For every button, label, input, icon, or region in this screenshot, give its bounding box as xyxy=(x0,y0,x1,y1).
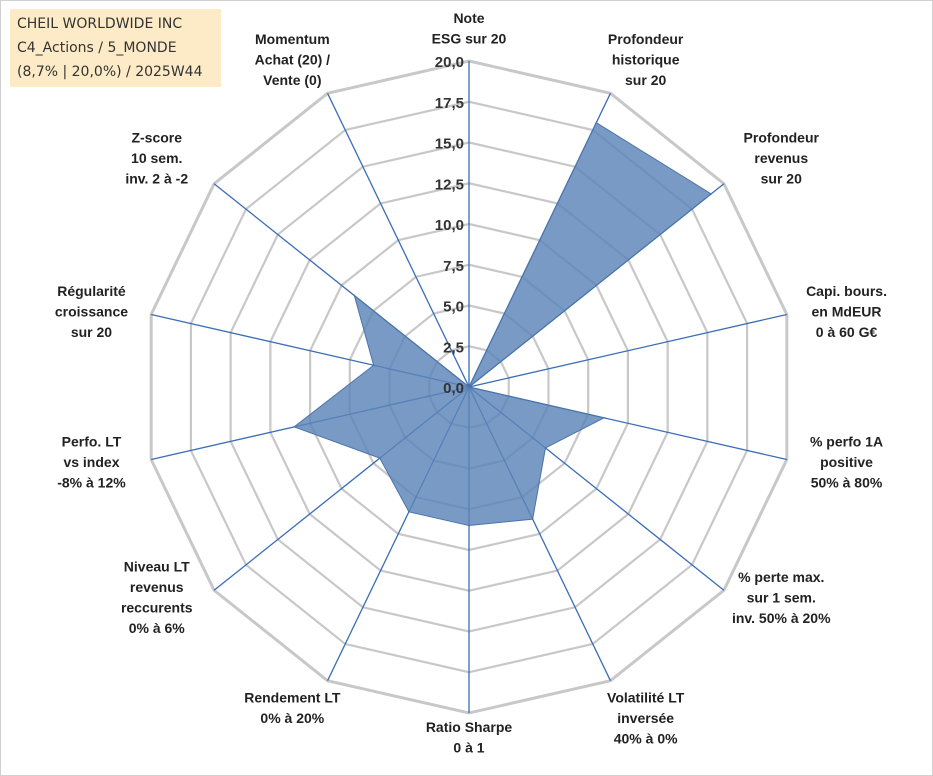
axis-label-11: Régularité croissance sur 20 xyxy=(55,283,128,340)
axis-label-line: inv. 50% à 20% xyxy=(732,610,831,626)
axis-label-line: 0% à 20% xyxy=(260,710,324,726)
axis-label-line: Profondeur xyxy=(744,130,820,146)
axis-label-line: 50% à 80% xyxy=(811,474,883,490)
axis-label-9: Niveau LT revenus reccurents 0% à 6% xyxy=(121,559,193,637)
axis-label-line: Ratio Sharpe xyxy=(426,719,513,735)
tick-label: 20,0 xyxy=(435,54,464,71)
title-category: C4_Actions / 5_MONDE xyxy=(17,40,177,56)
axis-label-8: Rendement LT 0% à 20% xyxy=(244,690,341,727)
tick-label: 2,5 xyxy=(443,339,464,356)
data-point xyxy=(603,417,605,419)
data-point xyxy=(408,511,410,513)
axis-label-line: reccurents xyxy=(121,600,193,616)
axis-spoke xyxy=(326,93,470,388)
axis-spoke xyxy=(468,313,787,388)
axis-label-line: positive xyxy=(820,454,873,470)
tick-label: 0,0 xyxy=(443,380,464,397)
axis-label-10: Perfo. LT vs index -8% à 12% xyxy=(57,433,126,490)
radial-tick-labels: 0,0 2,5 5,0 7,5 10,0 12,5 15,0 17,5 20,0 xyxy=(435,54,464,397)
axis-label-line: 0 à 1 xyxy=(453,740,484,756)
axis-label-line: croissance xyxy=(55,304,128,320)
axis-label-7: Ratio Sharpe 0 à 1 xyxy=(426,719,513,756)
axis-label-line: Niveau LT xyxy=(124,559,190,575)
axis-label-line: Capi. bours. xyxy=(806,283,887,299)
data-point xyxy=(378,457,381,459)
tick-label: 15,0 xyxy=(435,136,464,153)
axis-label-line: vs index xyxy=(63,454,119,470)
data-point xyxy=(293,426,295,428)
axis-label-3: Capi. bours. en MdEUR 0 à 60 G€ xyxy=(806,283,887,340)
axis-label-line: inversée xyxy=(617,710,674,726)
axis-label-line: revenus xyxy=(130,579,184,595)
tick-label: 5,0 xyxy=(443,299,464,316)
axis-label-5: % perte max. sur 1 sem. inv. 50% à 20% xyxy=(732,569,831,626)
axis-label-line: 0 à 60 G€ xyxy=(816,324,878,340)
data-point xyxy=(468,386,470,388)
axis-label-line: Achat (20) / xyxy=(255,51,331,67)
axis-label-line: Note xyxy=(453,10,484,26)
axis-label-line: 0% à 6% xyxy=(129,620,186,636)
title-company: CHEIL WORLDWIDE INC xyxy=(17,16,183,32)
axis-labels: Note ESG sur 20 Profondeur historique sur 20… xyxy=(55,10,887,756)
axis-label-0: Note ESG sur 20 xyxy=(432,10,507,47)
data-point xyxy=(372,364,375,367)
axis-label-2: Profondeur revenus sur 20 xyxy=(744,130,820,187)
axis-label-12: Z-score 10 sem. inv. 2 à -2 xyxy=(125,130,188,187)
axis-label-line: Profondeur xyxy=(608,31,684,47)
data-point xyxy=(531,518,534,520)
axis-label-line: revenus xyxy=(754,150,808,166)
radar-series xyxy=(293,121,712,527)
axis-label-line: sur 20 xyxy=(71,324,112,340)
axis-label-line: ESG sur 20 xyxy=(432,31,507,47)
tick-label: 12,5 xyxy=(435,176,464,193)
tick-label: 10,0 xyxy=(435,217,464,234)
data-point xyxy=(595,121,598,124)
axis-label-line: 40% à 0% xyxy=(614,731,678,747)
tick-label: 7,5 xyxy=(443,258,464,275)
axis-label-line: % perte max. xyxy=(738,569,824,585)
axis-label-line: sur 1 sem. xyxy=(747,589,816,605)
axis-label-line: % perfo 1A xyxy=(810,433,883,449)
data-point xyxy=(353,294,356,297)
axis-label-line: Rendement LT xyxy=(244,690,341,706)
axis-label-13: Momentum Achat (20) / Vente (0) xyxy=(255,31,331,88)
axis-label-4: % perfo 1A positive 50% à 80% xyxy=(810,433,883,490)
axis-label-line: sur 20 xyxy=(625,72,666,88)
axis-label-line: 10 sem. xyxy=(131,150,182,166)
tick-label: 17,5 xyxy=(435,95,464,112)
axis-label-line: inv. 2 à -2 xyxy=(125,171,188,187)
axis-label-line: Perfo. LT xyxy=(62,433,122,449)
chart-title-box: CHEIL WORLDWIDE INC C4_Actions / 5_MONDE… xyxy=(10,9,221,87)
axis-label-line: en MdEUR xyxy=(812,304,882,320)
axis-label-line: Z-score xyxy=(131,130,182,146)
data-point xyxy=(710,193,712,195)
axis-label-line: Volatilité LT xyxy=(607,690,685,706)
axis-label-1: Profondeur historique sur 20 xyxy=(608,31,684,88)
title-period: (8,7% | 20,0%) / 2025W44 xyxy=(17,64,203,80)
data-point xyxy=(544,447,547,449)
axis-label-line: Régularité xyxy=(57,283,126,299)
axis-label-line: Momentum xyxy=(255,31,330,47)
series-area xyxy=(293,121,712,527)
data-point xyxy=(468,524,470,527)
axis-label-6: Volatilité LT inversée 40% à 0% xyxy=(607,690,685,747)
axis-label-line: Vente (0) xyxy=(263,72,321,88)
axis-label-line: historique xyxy=(612,51,680,67)
axis-label-line: -8% à 12% xyxy=(57,474,126,490)
axis-label-line: sur 20 xyxy=(761,171,802,187)
